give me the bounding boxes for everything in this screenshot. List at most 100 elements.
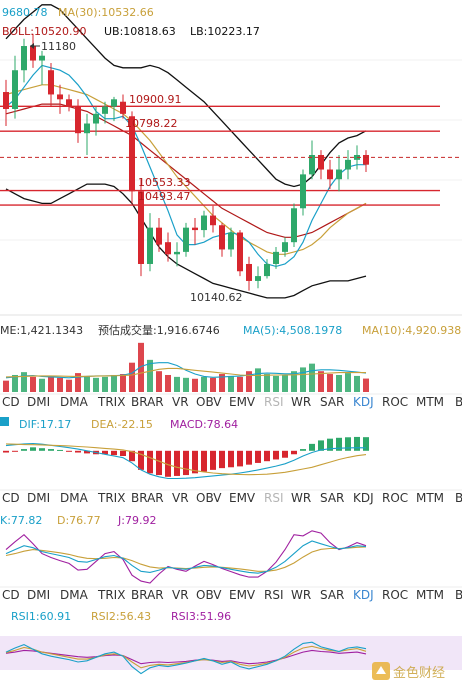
tab-dma[interactable]: DMA xyxy=(60,588,89,602)
tab-vr[interactable]: VR xyxy=(172,491,189,505)
candle-body xyxy=(75,106,81,134)
volume-bar xyxy=(354,375,360,392)
macd-bar xyxy=(48,449,54,451)
volume-bar xyxy=(246,371,252,392)
volume-bar xyxy=(336,374,342,392)
tab-vr[interactable]: VR xyxy=(172,395,189,409)
tab-dmi[interactable]: DMI xyxy=(27,395,50,409)
macd-bar xyxy=(219,450,225,469)
tab-obv[interactable]: OBV xyxy=(196,395,222,409)
tab-mtm[interactable]: MTM xyxy=(416,491,444,505)
volume-bar xyxy=(75,373,81,392)
volume-value: ME:1,421.1343 xyxy=(0,324,83,337)
level-label-2: 10798.22 xyxy=(125,117,178,130)
volume-bar xyxy=(156,371,162,392)
tab-mtm[interactable]: MTM xyxy=(416,588,444,602)
tab-obv[interactable]: OBV xyxy=(196,491,222,505)
tab-emv[interactable]: EMV xyxy=(229,588,256,602)
tab-rsi[interactable]: RSI xyxy=(264,395,284,409)
tab-brar[interactable]: BRAR xyxy=(131,395,164,409)
tab-wr[interactable]: WR xyxy=(291,491,311,505)
macd-dif-line xyxy=(5,442,367,480)
candle-body xyxy=(345,159,351,170)
candle-body xyxy=(102,106,108,114)
macd-bar xyxy=(327,438,333,451)
tab-roc[interactable]: ROC xyxy=(382,395,408,409)
candle-body xyxy=(84,123,90,134)
volume-bar xyxy=(273,375,279,392)
candle-body xyxy=(30,46,36,61)
tab-obv[interactable]: OBV xyxy=(196,588,222,602)
tab-kdj[interactable]: KDJ xyxy=(353,491,374,505)
tab-b[interactable]: B xyxy=(455,491,462,505)
volume-bar xyxy=(282,374,288,392)
tab-dmi[interactable]: DMI xyxy=(27,491,50,505)
tab-brar[interactable]: BRAR xyxy=(131,588,164,602)
volume-bar xyxy=(120,374,126,392)
watermark: 金色财经 xyxy=(372,662,445,681)
tab-rsi[interactable]: RSI xyxy=(264,491,284,505)
kdj-k-legend: K:77.82 xyxy=(0,514,42,527)
tab-dmi[interactable]: DMI xyxy=(27,588,50,602)
tab-sar[interactable]: SAR xyxy=(320,491,344,505)
boll-legend: BOLL:10520.90 xyxy=(2,25,86,38)
volume-bar xyxy=(3,380,9,392)
tab-vr[interactable]: VR xyxy=(172,588,189,602)
tab-kdj[interactable]: KDJ xyxy=(353,395,374,409)
tab-roc[interactable]: ROC xyxy=(382,491,408,505)
macd-bar xyxy=(129,450,135,462)
tab-emv[interactable]: EMV xyxy=(229,395,256,409)
tab-wr[interactable]: WR xyxy=(291,588,311,602)
volume-bar xyxy=(111,374,117,392)
tab-trix[interactable]: TRIX xyxy=(97,491,125,505)
candle-body xyxy=(264,263,270,277)
volume-bar xyxy=(48,375,54,392)
tab-emv[interactable]: EMV xyxy=(229,491,256,505)
macd-bar xyxy=(75,450,81,453)
volume-bar xyxy=(327,374,333,392)
macd-bar xyxy=(336,437,342,451)
tab-mtm[interactable]: MTM xyxy=(416,395,444,409)
macd-bar xyxy=(210,450,216,470)
macd-bar xyxy=(111,450,117,456)
tab-wr[interactable]: WR xyxy=(291,395,311,409)
tab-brar[interactable]: BRAR xyxy=(131,491,164,505)
macd-bar xyxy=(228,450,234,468)
volume-bar xyxy=(309,363,315,392)
candle-body xyxy=(201,215,207,231)
candle-body xyxy=(57,94,63,100)
candle-body xyxy=(291,208,297,243)
candle-body xyxy=(165,242,171,255)
tab-b[interactable]: B xyxy=(455,588,462,602)
macd-bar xyxy=(264,450,270,462)
macd-bar xyxy=(282,450,288,458)
candle-body xyxy=(111,99,117,107)
candle-body xyxy=(192,227,198,231)
candle-body xyxy=(21,46,27,71)
volume-bar xyxy=(300,367,306,392)
tab-rsi[interactable]: RSI xyxy=(264,588,284,602)
tab-b[interactable]: B xyxy=(455,395,462,409)
candle-body xyxy=(39,55,45,61)
tab-cd[interactable]: CD xyxy=(2,491,20,505)
tab-trix[interactable]: TRIX xyxy=(97,588,125,602)
volume-bar xyxy=(93,377,99,392)
macd-bar xyxy=(291,450,297,455)
tab-dma[interactable]: DMA xyxy=(60,395,89,409)
tab-dma[interactable]: DMA xyxy=(60,491,89,505)
tab-trix[interactable]: TRIX xyxy=(97,395,125,409)
tab-kdj[interactable]: KDJ xyxy=(353,588,374,602)
volume-ma10-line xyxy=(5,367,366,378)
macd-bar xyxy=(354,436,360,451)
macd-bar xyxy=(12,450,18,452)
tab-cd[interactable]: CD xyxy=(2,588,20,602)
tab-sar[interactable]: SAR xyxy=(320,588,344,602)
ma-head-value: 9680.78 xyxy=(2,6,48,19)
tab-sar[interactable]: SAR xyxy=(320,395,344,409)
tab-roc[interactable]: ROC xyxy=(382,588,408,602)
volume-bar xyxy=(183,377,189,392)
tab-cd[interactable]: CD xyxy=(2,395,20,409)
macd-bar xyxy=(201,450,207,472)
volume-bar xyxy=(219,374,225,392)
boll-lb-legend: LB:10223.17 xyxy=(190,25,260,38)
